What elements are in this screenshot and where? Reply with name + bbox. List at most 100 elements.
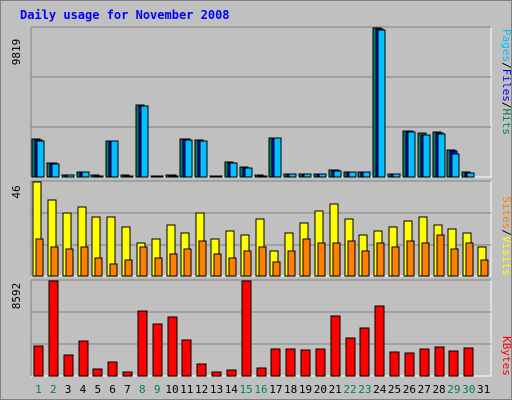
bar-sites-day-13 — [213, 253, 222, 277]
day-label-25: 25 — [388, 383, 401, 396]
bar-sites-day-6 — [109, 263, 118, 277]
bar-pages-day-26 — [407, 131, 416, 178]
bar-pages-day-20 — [318, 173, 327, 178]
bar-kbytes-day-7 — [122, 371, 133, 377]
bar-sites-day-7 — [124, 259, 133, 277]
day-label-19: 19 — [299, 383, 312, 396]
bar-sites-day-9 — [154, 257, 163, 277]
bar-pages-day-13 — [214, 175, 223, 178]
bar-kbytes-day-5 — [92, 368, 103, 377]
bar-sites-day-26 — [406, 240, 415, 277]
bar-pages-day-18 — [288, 173, 297, 178]
bar-kbytes-day-1 — [33, 345, 44, 377]
bar-pages-day-28 — [437, 133, 446, 178]
day-label-10: 10 — [165, 383, 178, 396]
legend-sites-visits: Sites/Visits — [500, 196, 512, 276]
chart-title: Daily usage for November 2008 — [20, 8, 230, 22]
bar-sites-day-22 — [347, 240, 356, 277]
bar-pages-day-2 — [51, 163, 60, 178]
max-label-kbytes: 8592 — [10, 283, 23, 310]
bar-sites-day-1 — [35, 238, 44, 277]
bar-sites-day-25 — [391, 246, 400, 277]
day-label-20: 20 — [314, 383, 327, 396]
bar-kbytes-day-13 — [211, 371, 222, 377]
bar-pages-day-4 — [81, 171, 90, 178]
day-label-13: 13 — [210, 383, 223, 396]
bar-sites-day-10 — [169, 253, 178, 277]
bar-sites-day-19 — [302, 238, 311, 277]
bar-pages-day-7 — [125, 175, 134, 178]
legend-files: Files — [500, 69, 512, 102]
day-label-22: 22 — [343, 383, 356, 396]
day-label-4: 4 — [80, 383, 87, 396]
bar-kbytes-day-30 — [463, 347, 474, 377]
bar-kbytes-day-28 — [434, 346, 445, 377]
bar-sites-day-5 — [94, 257, 103, 277]
bar-sites-day-8 — [139, 246, 148, 277]
bar-kbytes-day-16 — [256, 367, 267, 377]
bar-pages-day-1 — [36, 140, 45, 178]
bar-sites-day-4 — [80, 246, 89, 277]
day-label-2: 2 — [50, 383, 57, 396]
bar-sites-day-28 — [436, 234, 445, 277]
bar-kbytes-day-25 — [389, 351, 400, 377]
legend-sites: Sites — [500, 196, 512, 229]
day-label-30: 30 — [462, 383, 475, 396]
legend-kbytes: KBytes — [500, 336, 512, 376]
day-label-9: 9 — [154, 383, 161, 396]
bar-kbytes-day-8 — [137, 310, 148, 377]
legend-visits: Visits — [500, 236, 512, 276]
bar-pages-day-16 — [259, 175, 268, 178]
day-label-3: 3 — [65, 383, 72, 396]
bar-pages-day-25 — [392, 173, 401, 178]
bar-sites-day-17 — [272, 261, 281, 277]
bar-sites-day-20 — [317, 242, 326, 277]
legend-hits: Hits — [500, 109, 512, 136]
bar-pages-day-15 — [244, 167, 253, 178]
bar-sites-day-18 — [287, 250, 296, 277]
bar-kbytes-day-9 — [152, 323, 163, 377]
day-label-18: 18 — [284, 383, 297, 396]
bar-sites-day-3 — [65, 248, 74, 277]
bar-sites-day-2 — [50, 246, 59, 277]
day-label-1: 1 — [35, 383, 42, 396]
legend-separator-1: / — [500, 62, 512, 69]
day-label-17: 17 — [269, 383, 282, 396]
day-label-6: 6 — [109, 383, 116, 396]
day-label-8: 8 — [139, 383, 146, 396]
bar-pages-day-3 — [66, 174, 75, 178]
bar-sites-day-16 — [258, 246, 267, 277]
bar-pages-day-29 — [451, 153, 460, 178]
bar-sites-day-21 — [332, 242, 341, 277]
bar-pages-day-30 — [466, 172, 475, 178]
day-label-21: 21 — [329, 383, 342, 396]
bar-pages-day-9 — [155, 175, 164, 178]
bar-pages-day-19 — [303, 173, 312, 178]
panel-hits-files-pages — [30, 26, 492, 178]
bar-sites-day-23 — [361, 250, 370, 277]
day-label-12: 12 — [195, 383, 208, 396]
bar-kbytes-day-6 — [107, 361, 118, 377]
day-axis: 1 2 3 4 5 6 7 8 9 10 11 12 13 14 15 16 17 18 19 20 21 22 23 24 2… — [35, 383, 490, 396]
bar-kbytes-day-2 — [48, 280, 59, 377]
day-label-14: 14 — [225, 383, 239, 396]
legend-separator-3: / — [500, 102, 512, 109]
bar-kbytes-day-18 — [285, 348, 296, 377]
bar-kbytes-day-29 — [448, 350, 459, 377]
bar-sites-day-30 — [465, 242, 474, 277]
bar-kbytes-day-4 — [78, 340, 89, 377]
bar-pages-day-6 — [110, 140, 119, 178]
legend-separator-1: / — [500, 229, 512, 236]
legend-pages-files-hits: Pages/Files/Hits — [500, 29, 512, 135]
bar-sites-day-12 — [198, 240, 207, 277]
bar-sites-day-14 — [228, 257, 237, 277]
bar-pages-day-8 — [140, 105, 149, 178]
day-label-11: 11 — [180, 383, 193, 396]
bar-pages-day-23 — [362, 171, 371, 178]
bar-pages-day-24 — [377, 29, 386, 178]
bar-sites-day-15 — [243, 250, 252, 277]
bar-pages-day-11 — [184, 139, 193, 178]
day-label-26: 26 — [403, 383, 416, 396]
max-label-hits: 9819 — [10, 39, 23, 66]
